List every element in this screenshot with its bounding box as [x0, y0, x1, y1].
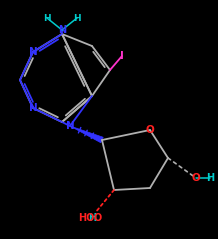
- Text: N: N: [29, 103, 37, 113]
- Text: N: N: [58, 25, 66, 35]
- Polygon shape: [70, 126, 103, 143]
- Text: H: H: [206, 173, 214, 183]
- Text: O: O: [192, 173, 200, 183]
- Text: O: O: [94, 213, 102, 223]
- Text: I: I: [120, 51, 124, 61]
- Text: H: H: [88, 213, 96, 223]
- Text: O: O: [146, 125, 154, 135]
- Text: H: H: [43, 13, 51, 22]
- Text: N: N: [66, 121, 74, 131]
- Text: N: N: [29, 47, 37, 57]
- Text: H: H: [73, 13, 81, 22]
- Text: HO: HO: [78, 213, 94, 223]
